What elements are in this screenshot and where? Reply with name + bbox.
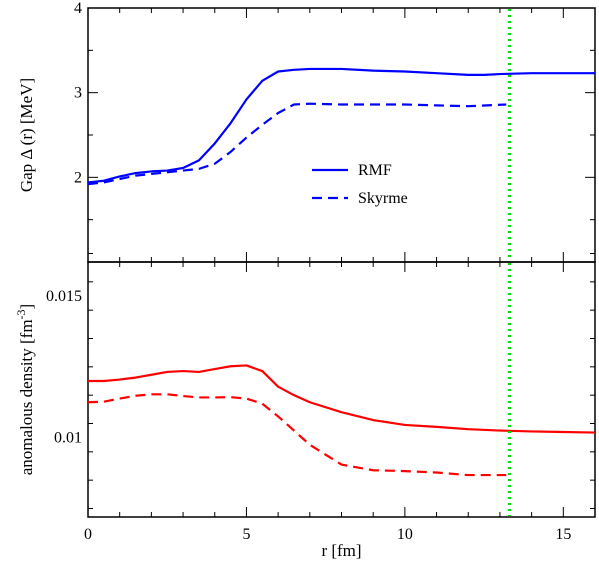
x-tick-label: 0 (84, 526, 92, 543)
x-tick-label: 5 (242, 526, 250, 543)
y-axis-title: anomalous density [fm-3] (14, 304, 36, 475)
y-tick-label: 2 (74, 169, 82, 186)
y-tick-label: 4 (74, 0, 82, 17)
legend-label-rmf: RMF (358, 162, 392, 179)
series-line-skyrme (87, 393, 507, 477)
y-tick-label: 0.015 (46, 288, 82, 305)
series-line-rmf (87, 67, 595, 184)
y-tick-label: 0.01 (54, 430, 82, 447)
plot-frame (87, 7, 596, 263)
y-axis-title-end: ] (17, 304, 36, 310)
series-line-rmf (88, 364, 596, 434)
legend-label-skyrme: Skyrme (358, 190, 408, 207)
y-tick-label: 3 (74, 85, 82, 102)
y-axis-title-superscript: -3 (14, 309, 28, 319)
anomalous-density-panel: 0.01 0.015 0 5 10 15 anomalous density [fm-3] r… (14, 253, 596, 560)
x-axis-title: r [fm] (321, 541, 361, 560)
y-axis-title: Gap Δ (r) [MeV] (17, 78, 36, 192)
gap-panel: 2 3 4 Gap Δ (r) [MeV] RMF Skyrme (17, 0, 596, 263)
plot-frame (87, 261, 596, 518)
series-line-skyrme (87, 102, 507, 186)
x-tick-label: 15 (555, 526, 571, 543)
x-tick-label: 10 (397, 526, 413, 543)
